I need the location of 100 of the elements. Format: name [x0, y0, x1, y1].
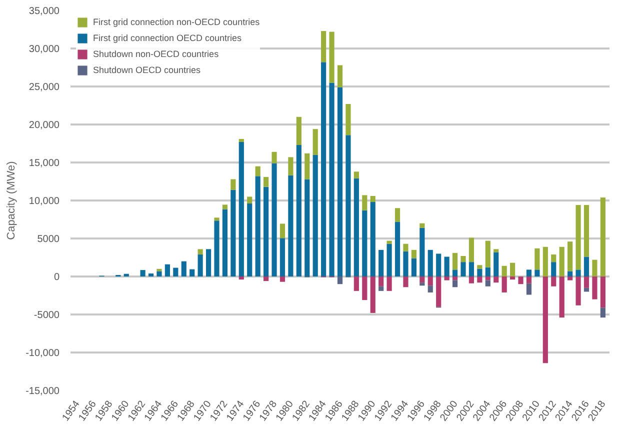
- bar: [181, 261, 186, 276]
- bar: [468, 276, 474, 284]
- bar: [222, 209, 228, 276]
- bar: [222, 204, 228, 210]
- bar: [502, 276, 507, 292]
- bar: [370, 196, 376, 202]
- bar: [477, 265, 482, 269]
- legend-label: Shutdown OECD countries: [93, 64, 201, 76]
- bar: [420, 223, 425, 228]
- bar: [576, 276, 581, 306]
- bar: [264, 186, 269, 276]
- bar: [329, 32, 334, 83]
- bar: [559, 246, 564, 276]
- bar: [468, 238, 474, 262]
- bar: [264, 276, 269, 282]
- bar: [354, 178, 359, 276]
- bar: [526, 276, 532, 284]
- bar: [444, 276, 450, 280]
- bar: [568, 242, 573, 272]
- bar: [206, 249, 212, 276]
- bar: [477, 268, 482, 276]
- y-tick-label: 0: [54, 272, 60, 283]
- y-tick-label: 30,000: [28, 44, 60, 55]
- bar: [173, 268, 178, 276]
- bar: [485, 280, 490, 286]
- bar: [354, 276, 359, 291]
- bar: [272, 163, 277, 276]
- bar: [600, 197, 606, 276]
- bar: [534, 270, 540, 276]
- bar: [124, 274, 129, 276]
- bar: [337, 276, 343, 284]
- bar: [420, 228, 425, 276]
- bar: [502, 266, 507, 276]
- y-tick-label: 20,000: [28, 120, 60, 131]
- bar: [403, 276, 408, 288]
- bar: [296, 116, 302, 146]
- bar: [288, 175, 294, 276]
- bar: [280, 224, 286, 238]
- bar: [190, 269, 195, 276]
- bar: [164, 264, 170, 276]
- y-tick-label: 25,000: [28, 82, 60, 93]
- bar: [296, 145, 302, 276]
- bar: [370, 276, 376, 313]
- bar: [321, 31, 326, 62]
- bar: [477, 276, 482, 283]
- bar: [584, 205, 590, 257]
- bar: [255, 166, 260, 176]
- bar: [510, 276, 516, 280]
- bar: [403, 244, 408, 252]
- bar: [428, 250, 433, 276]
- bar: [378, 250, 384, 276]
- bar: [337, 65, 343, 88]
- bar: [551, 276, 556, 286]
- bar: [346, 135, 351, 276]
- bar: [214, 218, 220, 221]
- bar: [238, 276, 244, 280]
- bar: [329, 82, 334, 276]
- bar: [436, 276, 442, 307]
- bar: [551, 262, 556, 276]
- bar: [198, 254, 203, 276]
- bar: [337, 87, 343, 276]
- bar: [378, 276, 384, 286]
- bar: [485, 267, 490, 276]
- bar: [280, 276, 286, 282]
- bar: [238, 138, 244, 142]
- bar: [568, 276, 573, 280]
- bar: [551, 254, 556, 262]
- bar: [452, 270, 458, 276]
- bar: [494, 276, 499, 283]
- bar: [420, 276, 425, 283]
- bar: [559, 276, 564, 318]
- bar: [452, 280, 458, 288]
- bar: [386, 276, 392, 291]
- bar: [592, 276, 598, 300]
- bar: [386, 240, 392, 244]
- bar: [304, 153, 310, 180]
- bar: [394, 208, 400, 222]
- bar: [247, 196, 252, 204]
- bar: [264, 176, 269, 187]
- bar: [468, 262, 474, 276]
- bar: [542, 246, 548, 276]
- bar: [354, 172, 359, 178]
- legend-label: Shutdown non-OECD countries: [93, 48, 219, 60]
- bar: [411, 258, 416, 276]
- bar: [247, 204, 252, 276]
- bar: [420, 282, 425, 286]
- bar: [346, 104, 351, 136]
- bar: [362, 195, 368, 210]
- bar: [362, 276, 368, 300]
- bar: [362, 210, 368, 276]
- y-axis-title: Capacity (MWe): [6, 161, 18, 240]
- bar: [576, 270, 581, 276]
- bar: [584, 256, 590, 276]
- bar: [494, 249, 499, 252]
- bar: [280, 238, 286, 276]
- bar: [198, 249, 203, 254]
- bar: [452, 276, 458, 280]
- bar: [592, 260, 598, 276]
- bar: [600, 308, 606, 318]
- bar: [444, 256, 450, 276]
